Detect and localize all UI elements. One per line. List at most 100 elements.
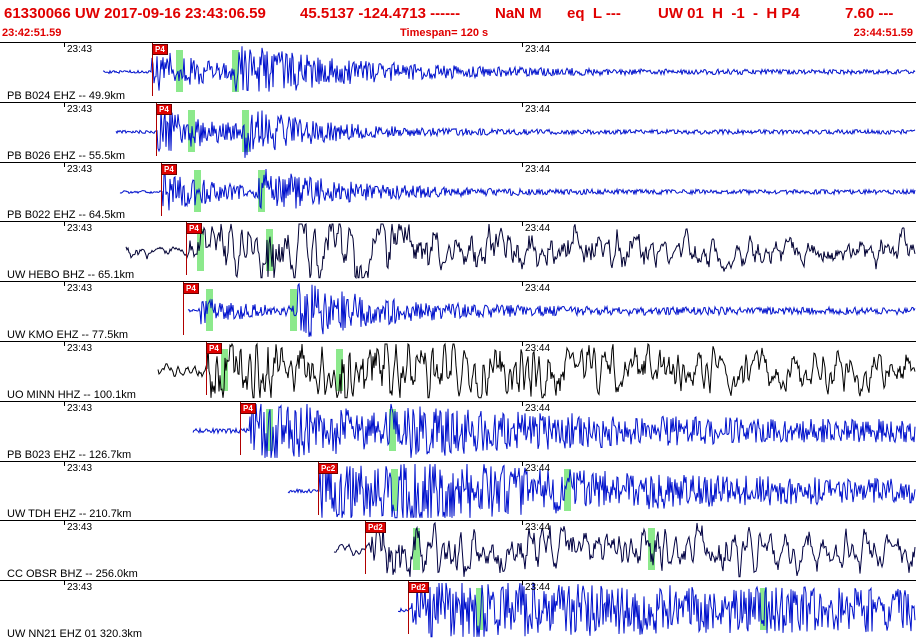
pick-line: [408, 581, 409, 635]
time-right-label: 23:44: [525, 103, 551, 115]
s-window-highlight-bar: [197, 229, 204, 272]
waveform-area[interactable]: [0, 402, 916, 461]
time-left-label: 23:43: [67, 163, 93, 175]
window-end-time: 23:44:51.59: [853, 27, 913, 39]
trace-row: 23:43 23:44 P4 PB B022 EHZ -- 64.5km: [0, 161, 916, 222]
s-window-highlight-bar: [760, 588, 767, 631]
waveform-area[interactable]: [0, 163, 916, 222]
s-window-highlight-bar: [391, 468, 398, 511]
waveform-trace: [398, 582, 916, 638]
waveform-area[interactable]: [0, 103, 916, 162]
station-label: PB B023 EHZ -- 126.7km: [7, 448, 132, 461]
minute-tick-left: [64, 341, 65, 346]
waveform-svg: [398, 582, 916, 638]
time-right-label: 23:44: [525, 462, 551, 474]
pick-line: [152, 43, 153, 96]
time-right-label: 23:44: [525, 44, 551, 55]
waveform-svg: [102, 46, 916, 92]
pick-flag[interactable]: Pd2: [365, 522, 386, 534]
event-location-label: 45.5137 -124.4713 ------: [300, 5, 461, 22]
minute-tick-right: [522, 43, 523, 47]
station-label: CC OBSR BHZ -- 256.0km: [7, 568, 138, 581]
minute-tick-left: [64, 102, 65, 107]
trace-list: 23:43 23:44 P4 PB B024 EHZ -- 49.9km 23:…: [0, 42, 916, 640]
waveform-area[interactable]: [0, 581, 916, 640]
waveform-svg: [333, 522, 916, 578]
pick-line: [206, 341, 207, 395]
waveform-area[interactable]: [0, 43, 916, 102]
time-right-label: 23:44: [525, 582, 551, 594]
waveform-area[interactable]: [0, 222, 916, 281]
time-left-label: 23:43: [67, 582, 93, 594]
waveform-trace: [157, 342, 916, 399]
time-left-label: 23:43: [67, 342, 93, 354]
waveform-svg: [192, 403, 916, 458]
pick-flag[interactable]: P4: [186, 223, 202, 235]
minute-tick-right: [522, 461, 523, 466]
waveform-area[interactable]: [0, 521, 916, 580]
time-right-label: 23:44: [525, 283, 551, 295]
pick-flag[interactable]: P4: [240, 402, 256, 414]
event-value-label: 7.60 ---: [845, 5, 894, 22]
minute-tick-right: [522, 162, 523, 167]
trace-row: 23:43 23:44 P4 PB B023 EHZ -- 126.7km: [0, 400, 916, 461]
trace-row: 23:43 23:44 P4 UW KMO EHZ -- 77.5km: [0, 281, 916, 341]
time-right-label: 23:44: [525, 402, 551, 414]
minute-tick-left: [64, 43, 65, 47]
timespan-label: Timespan= 120 s: [400, 27, 489, 39]
station-label: UW TDH EHZ -- 210.7km: [7, 508, 132, 521]
pick-flag[interactable]: P4: [183, 283, 199, 295]
window-start-time: 23:42:51.59: [2, 27, 62, 39]
pick-line: [365, 521, 366, 575]
waveform-trace: [333, 522, 916, 578]
waveform-svg: [125, 223, 916, 280]
minute-tick-right: [522, 521, 523, 526]
minute-tick-right: [522, 401, 523, 406]
trace-row: 23:43 23:44 P4 UW HEBO BHZ -- 65.1km: [0, 221, 916, 282]
pick-flag[interactable]: P4: [156, 103, 172, 115]
pick-flag[interactable]: Pc2: [318, 462, 339, 474]
time-left-label: 23:43: [67, 44, 93, 55]
pick-line: [186, 222, 187, 276]
waveform-trace: [192, 403, 916, 458]
trace-row: 23:43 23:44 Pc2 UW TDH EHZ -- 210.7km: [0, 460, 916, 521]
minute-tick-left: [64, 461, 65, 466]
pick-flag[interactable]: Pd2: [408, 582, 429, 594]
trace-row: 23:43 23:44 Pd2 UW NN21 EHZ 01 320.3km: [0, 580, 916, 640]
station-label: UW HEBO BHZ -- 65.1km: [7, 269, 135, 282]
waveform-trace: [287, 463, 916, 518]
minute-tick-right: [522, 341, 523, 346]
trace-row: 23:43 23:44 P4 PB B026 EHZ -- 55.5km: [0, 101, 916, 162]
s-window-highlight-bar: [564, 468, 571, 511]
s-window-highlight-bar: [648, 528, 655, 571]
waveform-area[interactable]: [0, 342, 916, 401]
time-left-label: 23:43: [67, 283, 93, 295]
waveform-svg: [115, 108, 916, 158]
network-info-label: UW 01 H -1 - H P4: [658, 5, 800, 22]
pick-line: [183, 282, 184, 336]
minute-tick-left: [64, 162, 65, 167]
s-window-highlight-bar: [232, 50, 239, 92]
time-right-label: 23:44: [525, 342, 551, 354]
waveform-area[interactable]: [0, 282, 916, 341]
s-window-highlight-bar: [336, 348, 343, 391]
waveform-area[interactable]: [0, 462, 916, 521]
pick-flag[interactable]: P4: [152, 44, 168, 55]
time-left-label: 23:43: [67, 522, 93, 534]
pick-flag[interactable]: P4: [161, 163, 177, 175]
minute-tick-left: [64, 222, 65, 227]
pick-flag[interactable]: P4: [206, 342, 222, 354]
event-id-label: 61330066 UW 2017-09-16 23:43:06.59: [4, 5, 266, 22]
s-window-highlight-bar: [242, 109, 249, 152]
time-left-label: 23:43: [67, 223, 93, 235]
station-label: UW NN21 EHZ 01 320.3km: [7, 627, 143, 640]
minute-tick-right: [522, 102, 523, 107]
minute-tick-left: [64, 581, 65, 586]
pick-line: [161, 162, 162, 216]
event-header: 61330066 UW 2017-09-16 23:43:06.59 45.51…: [0, 0, 916, 26]
trace-row: 23:43 23:44 Pd2 CC OBSR BHZ -- 256.0km: [0, 520, 916, 581]
event-type-label: eq L ---: [567, 5, 621, 22]
time-right-label: 23:44: [525, 522, 551, 534]
minute-tick-right: [522, 222, 523, 227]
